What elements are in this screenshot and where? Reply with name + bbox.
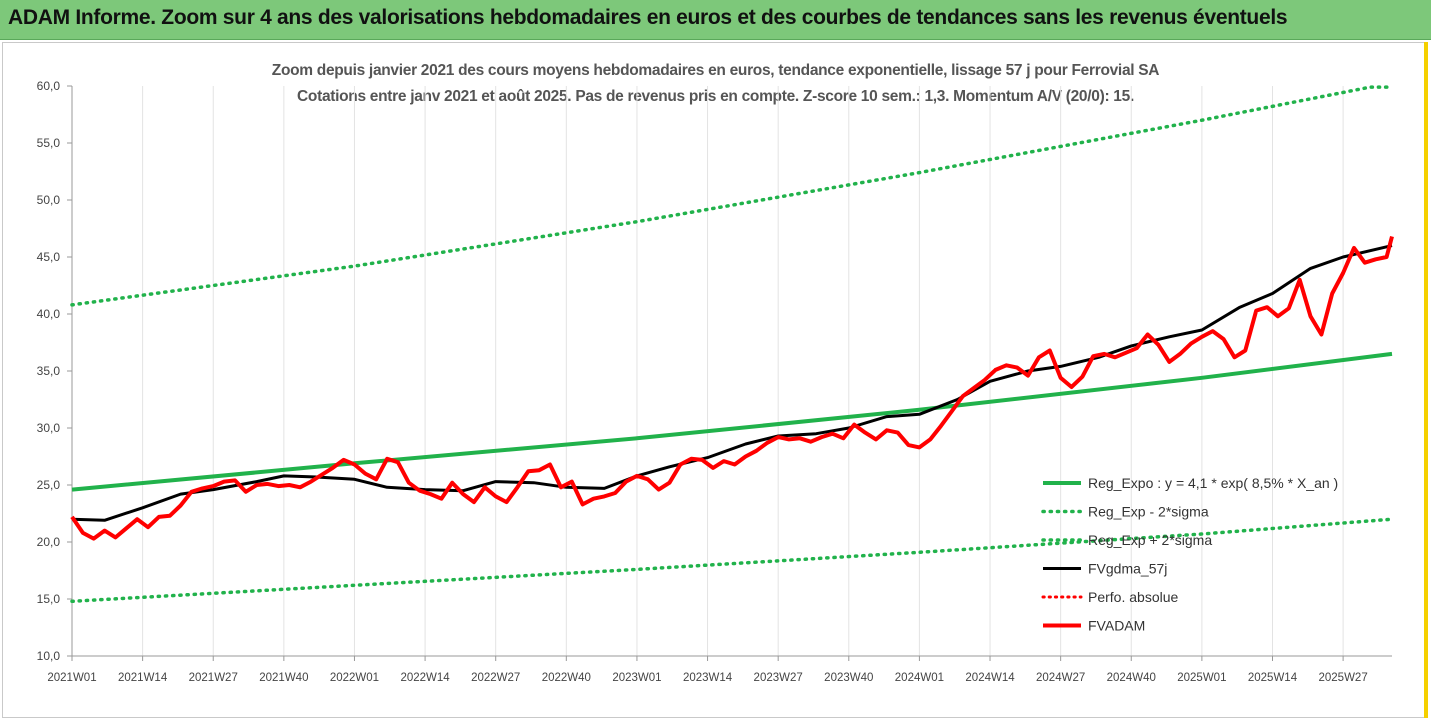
x-tick-label: 2025W01 [1177, 672, 1226, 684]
y-tick-label: 35,0 [37, 364, 61, 378]
x-tick-label: 2021W40 [259, 672, 308, 684]
series-reg-exp-plus [70, 85, 1394, 307]
x-tick-label: 2021W01 [47, 672, 96, 684]
x-tick-label: 2023W01 [612, 672, 661, 684]
x-tick-label: 2022W01 [330, 672, 379, 684]
x-tick-label: 2023W40 [824, 672, 873, 684]
legend-label: Perfo. absolue [1088, 589, 1178, 605]
banner-title: ADAM Informe. Zoom sur 4 ans des valoris… [8, 6, 1288, 29]
y-tick-label: 30,0 [37, 421, 61, 435]
series-reg-expo [71, 351, 1393, 492]
x-tick-label: 2025W14 [1248, 672, 1298, 684]
x-tick-label: 2022W40 [542, 672, 591, 684]
series-fvadam [70, 235, 1394, 541]
chart-title: Zoom depuis janvier 2021 des cours moyen… [271, 62, 1160, 79]
x-tick-label: 2024W01 [895, 672, 944, 684]
x-tick-label: 2022W27 [471, 672, 520, 684]
y-tick-label: 15,0 [37, 592, 61, 606]
y-tick-label: 25,0 [37, 478, 61, 492]
x-tick-label: 2024W27 [1036, 672, 1085, 684]
x-tick-label: 2022W14 [400, 672, 450, 684]
x-tick-label: 2024W40 [1107, 672, 1156, 684]
series-reg-exp-minus [70, 517, 1394, 604]
title-banner: ADAM Informe. Zoom sur 4 ans des valoris… [0, 0, 1431, 40]
x-tick-label: 2023W14 [683, 672, 733, 684]
chart-subtitle: Cotations entre janv 2021 et août 2025. … [297, 88, 1134, 105]
y-tick-label: 45,0 [37, 250, 61, 264]
legend-label: FVADAM [1088, 618, 1145, 634]
frame-accent-bar [1424, 42, 1428, 718]
y-tick-label: 40,0 [37, 307, 61, 321]
y-tick-label: 10,0 [37, 649, 61, 663]
x-tick-label: 2021W27 [189, 672, 238, 684]
x-tick-label: 2021W14 [118, 672, 168, 684]
y-tick-label: 55,0 [37, 136, 61, 150]
y-tick-label: 20,0 [37, 535, 61, 549]
legend-label: Reg_Expo : y = 4,1 * exp( 8,5% * X_an ) [1088, 475, 1338, 491]
x-tick-label: 2025W27 [1318, 672, 1367, 684]
x-tick-label: 2024W14 [965, 672, 1015, 684]
x-tick-label: 2023W27 [754, 672, 803, 684]
series-fvgdma [71, 244, 1393, 522]
legend-label: FVgdma_57j [1088, 561, 1167, 577]
y-tick-label: 50,0 [37, 193, 61, 207]
y-tick-label: 60,0 [37, 79, 61, 93]
legend-label: Reg_Exp - 2*sigma [1088, 504, 1209, 520]
legend-label: Reg_Exp + 2*sigma [1088, 532, 1212, 548]
